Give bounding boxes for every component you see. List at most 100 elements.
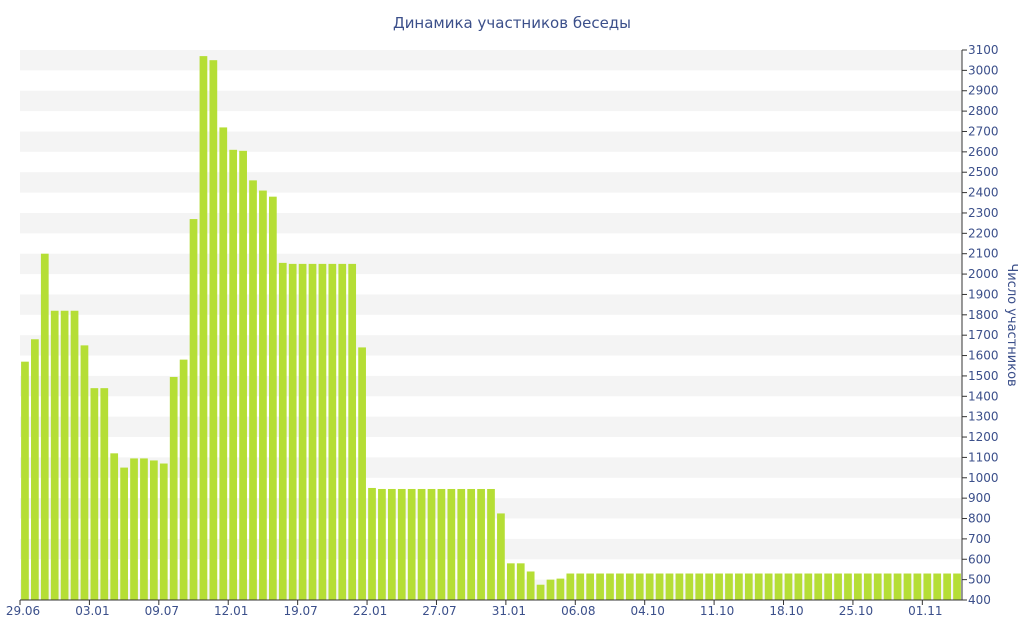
bar: [695, 573, 704, 600]
grid-band: [20, 416, 962, 438]
x-tick-label: 27.07: [422, 604, 456, 618]
x-tick-label: 11.10: [700, 604, 734, 618]
bar: [725, 573, 733, 600]
bar: [447, 488, 456, 600]
bar: [100, 388, 109, 600]
bar: [873, 573, 882, 600]
y-tick-label: 800: [968, 512, 991, 526]
bar: [31, 339, 39, 600]
y-tick-label: 2700: [968, 124, 999, 138]
bar: [715, 573, 723, 600]
y-tick-label: 1400: [968, 389, 999, 403]
bar: [417, 488, 426, 600]
y-tick-label: 700: [968, 532, 991, 546]
grid-band: [20, 212, 962, 234]
bar: [824, 573, 832, 600]
bar: [943, 573, 951, 600]
bar: [40, 253, 49, 600]
bar: [169, 376, 178, 600]
y-tick-label: 2000: [968, 267, 999, 281]
bar: [358, 347, 366, 600]
y-tick-label: 2600: [968, 145, 999, 159]
bar: [546, 579, 555, 600]
bar: [774, 573, 783, 600]
bar: [923, 573, 932, 600]
bar: [209, 60, 218, 600]
bar: [913, 573, 922, 600]
bar: [239, 150, 247, 600]
bar: [130, 458, 138, 600]
bar: [814, 573, 823, 600]
bar: [348, 263, 357, 600]
y-tick-label: 2200: [968, 226, 999, 240]
bar: [268, 196, 277, 601]
y-tick-label: 3000: [968, 63, 999, 77]
y-axis: 400 500 600 700 800 900 1000 1100 1200 1300 1400 15…: [961, 43, 999, 607]
bar: [635, 573, 644, 600]
y-axis-label: Число участников: [1004, 263, 1019, 386]
bar: [556, 578, 565, 600]
bar: [526, 571, 535, 600]
x-tick-label: 12.01: [214, 604, 248, 618]
bar: [596, 573, 604, 600]
bar: [863, 573, 872, 600]
bar: [883, 573, 892, 600]
y-tick-label: 1600: [968, 349, 999, 363]
x-axis: 29.06 03.01 09.07 12.01 19.07 22.01 27.07 31.01…: [6, 599, 962, 618]
bar: [368, 487, 376, 600]
bar: [457, 488, 466, 600]
x-tick-label: 01.11: [908, 604, 942, 618]
x-tick-label: 22.01: [353, 604, 387, 618]
bar: [110, 453, 119, 600]
bar: [278, 262, 287, 600]
x-tick-label: 25.10: [839, 604, 873, 618]
bar: [229, 149, 238, 600]
x-tick-label: 09.07: [145, 604, 179, 618]
bar: [794, 573, 803, 600]
y-tick-label: 1700: [968, 328, 999, 342]
y-tick-label: 2800: [968, 104, 999, 118]
bar: [516, 563, 525, 600]
y-tick-label: 2100: [968, 247, 999, 261]
x-tick-label: 06.08: [561, 604, 595, 618]
bar: [259, 190, 267, 600]
y-tick-label: 600: [968, 552, 991, 566]
bar: [308, 263, 317, 600]
x-tick-label: 18.10: [769, 604, 803, 618]
y-tick-label: 2500: [968, 165, 999, 179]
bar: [467, 488, 476, 600]
y-tick-label: 400: [968, 593, 991, 607]
bar: [189, 219, 198, 600]
bar: [387, 488, 396, 600]
bar: [437, 488, 446, 600]
bar: [566, 573, 575, 600]
bar: [616, 573, 624, 600]
bar: [665, 573, 674, 600]
grid-band: [20, 131, 962, 152]
x-tick-label: 19.07: [283, 604, 317, 618]
bar: [705, 573, 714, 600]
bar: [328, 263, 337, 600]
bar: [487, 488, 495, 600]
bar: [903, 573, 912, 600]
bar: [120, 467, 128, 600]
bar: [378, 488, 386, 600]
bar: [150, 460, 158, 600]
y-tick-label: 1000: [968, 471, 999, 485]
grid-band: [20, 335, 962, 356]
bar: [249, 180, 257, 600]
bar: [645, 573, 654, 600]
bar: [536, 584, 545, 600]
bar: [675, 573, 684, 600]
bar: [288, 263, 297, 600]
y-tick-label: 3100: [968, 43, 999, 57]
bar: [199, 56, 208, 601]
y-tick-label: 1800: [968, 308, 999, 322]
grid-band: [20, 253, 962, 275]
bar: [854, 573, 862, 600]
bar: [338, 263, 347, 600]
grid-band: [20, 375, 962, 397]
bar: [844, 573, 852, 600]
y-tick-label: 900: [968, 491, 991, 505]
bar: [219, 127, 228, 600]
